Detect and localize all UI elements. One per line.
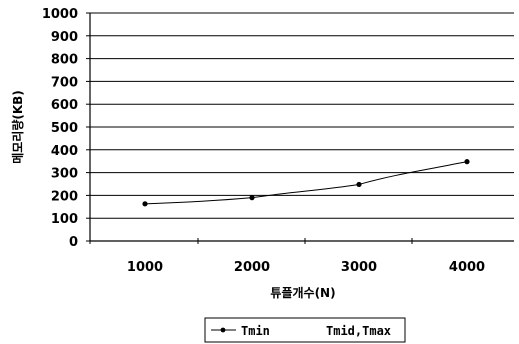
y-tick-label: 0 [69,235,78,250]
y-axis-title: 메모리량(KB) [10,90,25,164]
x-axis-title: 튜플개수(N) [270,285,335,300]
y-tick-labels: 0 100 200 300 400 500 600 700 800 900 1000 [42,7,90,250]
data-point [464,159,470,165]
x-tick-label: 1000 [127,260,163,275]
x-tick-label: 3000 [341,260,377,275]
y-tick-label: 600 [51,98,78,113]
x-tick-label: 4000 [449,260,485,275]
y-tick-label: 500 [51,121,78,136]
x-tick-labels: 1000 2000 3000 4000 [89,238,485,275]
legend-tmid-tmax-label: Tmid,Tmax [326,324,391,338]
y-tick-label: 100 [51,212,78,227]
legend-tmin-marker [220,327,226,333]
series-layer [142,159,470,207]
series-line-tmin [144,161,468,205]
y-tick-label: 1000 [42,7,78,22]
data-point [142,201,148,207]
y-tick-label: 300 [51,167,78,182]
y-tick-label: 400 [51,144,78,159]
data-point [356,181,362,188]
y-tick-label: 900 [51,30,78,45]
x-tick-label: 2000 [234,260,270,275]
y-tick-label: 200 [51,189,78,204]
legend: Tmin Tmid,Tmax [204,317,406,343]
legend-tmin-label: Tmin [241,324,270,338]
y-tick-label: 800 [51,53,78,68]
y-tick-label: 700 [51,75,78,90]
gridlines [90,12,514,219]
legend-box [204,317,406,343]
data-point [249,195,255,201]
